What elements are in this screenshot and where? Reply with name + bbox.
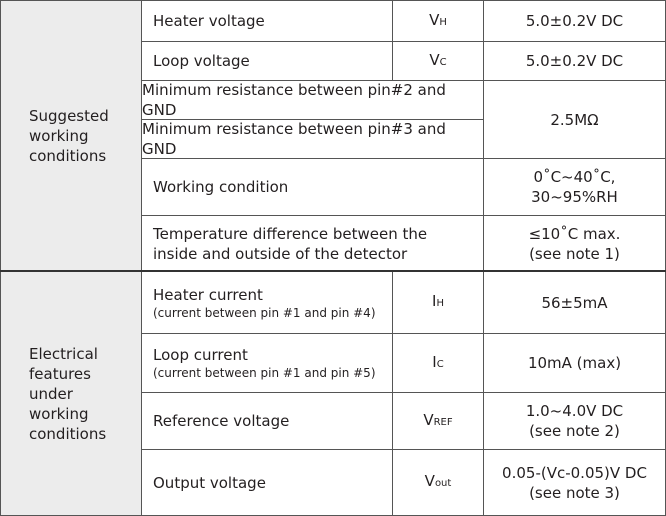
group-label: Electrical features under working condit… bbox=[0, 271, 142, 516]
text: Suggested bbox=[29, 107, 109, 125]
text: C bbox=[436, 358, 444, 370]
parameter: Reference voltage bbox=[141, 392, 393, 450]
parameter: Loop current (current between pin #1 and … bbox=[141, 333, 393, 393]
text: V bbox=[429, 50, 440, 69]
parameter: Heater voltage bbox=[141, 0, 393, 42]
symbol-text: IC bbox=[432, 352, 443, 375]
text: 10mA (max) bbox=[527, 354, 622, 372]
value: ≤10˚C max. (see note 1) bbox=[483, 215, 666, 272]
text: features bbox=[29, 364, 91, 383]
symbol: IH bbox=[392, 271, 484, 334]
text: Working condition bbox=[153, 178, 289, 196]
text: V bbox=[424, 472, 435, 490]
parameter: Minimum resistance between pin#2 and GND bbox=[141, 80, 484, 120]
parameter: Loop voltage bbox=[141, 41, 393, 81]
value: 5.0±0.2V DC bbox=[483, 0, 666, 42]
text: 2.5MΩ bbox=[550, 110, 599, 129]
symbol-text: VH bbox=[429, 10, 447, 33]
note: (current between pin #1 and pin #4) bbox=[153, 305, 376, 320]
text: working bbox=[29, 127, 89, 145]
text: (see note 3) bbox=[529, 483, 620, 502]
text: Output voltage bbox=[153, 473, 266, 492]
symbol-text: IH bbox=[432, 291, 444, 314]
text: conditions bbox=[29, 424, 107, 443]
text: (see note 1) bbox=[529, 244, 620, 263]
text: 0.05-(Vc-0.05)V DC bbox=[502, 463, 647, 482]
text: Electrical bbox=[29, 344, 98, 363]
text: Heater current bbox=[153, 285, 263, 304]
text: inside and outside of the detector bbox=[153, 244, 408, 263]
text: 1.0~4.0V DC bbox=[525, 402, 624, 420]
value: 0˚C~40˚C, 30~95%RH bbox=[483, 158, 666, 216]
symbol: VC bbox=[392, 41, 484, 81]
text: Reference voltage bbox=[153, 412, 290, 430]
value: 56±5mA bbox=[483, 271, 666, 334]
group-separator bbox=[0, 270, 666, 272]
parameter: Heater current (current between pin #1 an… bbox=[141, 271, 393, 334]
symbol-text: VC bbox=[429, 50, 446, 73]
text: Temperature difference between the bbox=[153, 224, 428, 243]
text: REF bbox=[433, 416, 453, 428]
symbol: IC bbox=[392, 333, 484, 393]
text: Minimum resistance between pin#2 and GND bbox=[142, 81, 446, 119]
text: Loop current bbox=[153, 346, 248, 364]
text: I bbox=[432, 352, 437, 371]
text: out bbox=[434, 478, 452, 489]
text: H bbox=[436, 298, 444, 309]
value: 5.0±0.2V DC bbox=[483, 41, 666, 81]
text: Minimum resistance between pin#3 and GND bbox=[142, 120, 446, 158]
text: C bbox=[439, 56, 447, 68]
text: ≤10˚C max. bbox=[528, 224, 621, 243]
note: (current between pin #1 and pin #5) bbox=[153, 366, 376, 380]
text: 56±5mA bbox=[541, 293, 608, 312]
text: H bbox=[439, 16, 447, 28]
text: 0˚C~40˚C, bbox=[533, 168, 616, 186]
text: V bbox=[429, 10, 440, 29]
text: 30~95%RH bbox=[531, 188, 618, 206]
text: V bbox=[423, 410, 434, 429]
parameter: Minimum resistance between pin#3 and GND bbox=[141, 119, 484, 159]
group-label: Suggested working conditions bbox=[0, 0, 142, 272]
symbol: VREF bbox=[392, 392, 484, 450]
text: I bbox=[432, 292, 437, 310]
text: Loop voltage bbox=[153, 52, 250, 70]
text: working bbox=[29, 404, 89, 423]
value: 10mA (max) bbox=[483, 333, 666, 393]
text: conditions bbox=[29, 147, 107, 165]
parameter: Temperature difference between the inside… bbox=[141, 215, 484, 272]
symbol: VH bbox=[392, 0, 484, 42]
text: 5.0±0.2V DC bbox=[525, 52, 624, 70]
text: under bbox=[29, 384, 73, 403]
text: 5.0±0.2V DC bbox=[525, 12, 624, 30]
parameter: Output voltage bbox=[141, 449, 393, 516]
text: Heater voltage bbox=[153, 12, 265, 30]
parameter: Working condition bbox=[141, 158, 484, 216]
symbol: Vout bbox=[392, 449, 484, 516]
text: (see note 2) bbox=[529, 422, 620, 440]
value: 0.05-(Vc-0.05)V DC (see note 3) bbox=[483, 449, 666, 516]
symbol-text: VREF bbox=[423, 410, 452, 433]
value: 2.5MΩ bbox=[483, 80, 666, 159]
value: 1.0~4.0V DC (see note 2) bbox=[483, 392, 666, 450]
symbol-text: Vout bbox=[425, 471, 452, 494]
